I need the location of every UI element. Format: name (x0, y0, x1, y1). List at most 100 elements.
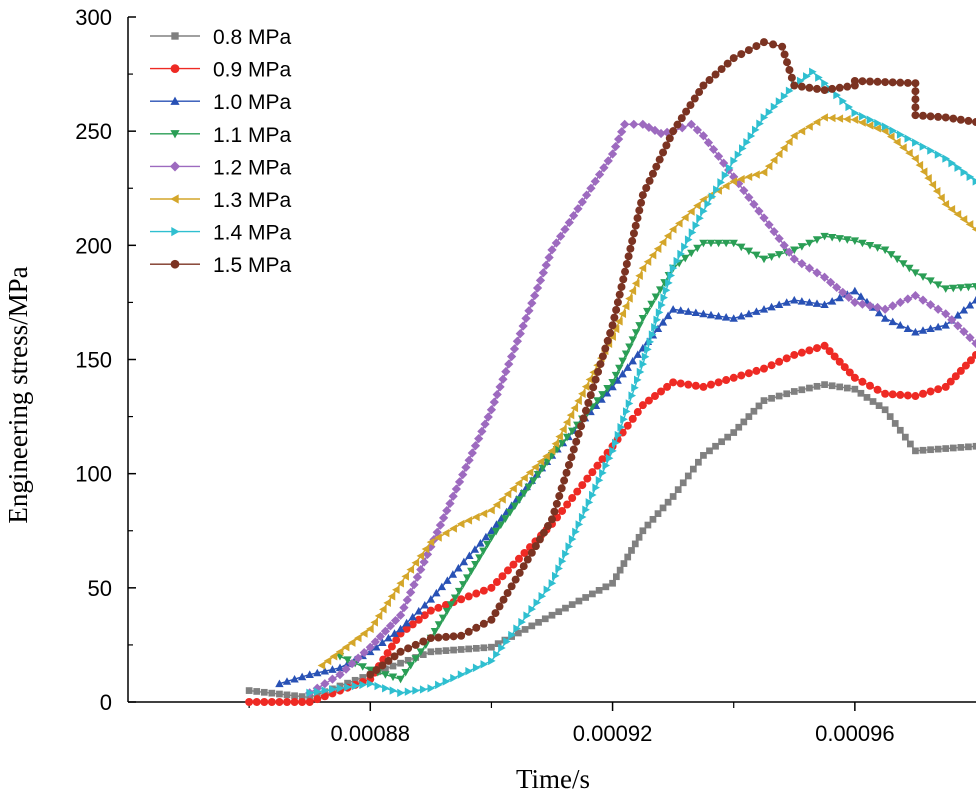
data-point (858, 118, 866, 127)
data-point (347, 659, 357, 669)
data-point (956, 366, 965, 375)
data-point (422, 549, 433, 559)
data-point (562, 604, 569, 612)
data-point (359, 648, 369, 658)
data-point (919, 111, 927, 120)
data-point (790, 131, 798, 140)
data-point (559, 425, 567, 434)
data-point (620, 560, 628, 567)
data-point (767, 361, 776, 370)
data-point (684, 472, 692, 480)
data-point (711, 70, 720, 79)
data-point (926, 387, 935, 396)
data-point (508, 630, 516, 640)
data-point (662, 141, 671, 150)
data-point (404, 644, 413, 653)
data-point (832, 282, 842, 292)
data-point (856, 292, 866, 300)
data-point (662, 286, 671, 295)
data-point (454, 477, 465, 487)
data-point (648, 251, 657, 260)
data-point (911, 111, 920, 120)
data-point (170, 64, 180, 73)
data-point (390, 615, 401, 626)
data-point (528, 604, 537, 614)
data-point (569, 211, 579, 221)
data-point (911, 327, 920, 336)
data-point (730, 429, 738, 436)
data-point (713, 185, 721, 194)
data-point (629, 119, 639, 129)
data-point (562, 468, 571, 477)
data-point (874, 308, 884, 317)
legend-item: 1.4 MPa (150, 222, 292, 245)
data-point (390, 652, 399, 661)
data-point (819, 272, 830, 282)
data-point (663, 231, 672, 241)
data-point (442, 647, 450, 654)
data-point (521, 626, 529, 633)
data-point (523, 611, 531, 620)
data-point (518, 321, 528, 331)
data-point (971, 338, 976, 349)
data-point (608, 332, 616, 341)
legend-item: 1.2 MPa (150, 156, 292, 179)
x-axis-title: Time/s (516, 764, 590, 794)
data-point (918, 326, 928, 334)
data-point (699, 239, 708, 248)
data-point (910, 290, 921, 301)
data-point (960, 168, 969, 177)
data-point (564, 461, 573, 469)
data-point (402, 595, 412, 605)
data-point (729, 373, 738, 382)
data-point (891, 420, 899, 427)
data-point (267, 698, 276, 706)
data-point (812, 299, 822, 307)
data-point (714, 311, 723, 320)
data-point (381, 671, 390, 679)
data-point (705, 76, 714, 85)
data-point (448, 491, 458, 501)
data-point (387, 592, 396, 601)
data-point (926, 324, 935, 333)
data-point (953, 311, 963, 319)
data-point (775, 97, 784, 106)
data-point (344, 682, 352, 692)
data-point (880, 246, 890, 255)
y-tick-label: 300 (75, 5, 112, 30)
legend: 0.8 MPa 0.9 MPa 1.0 MPa 1.1 MPa 1.2 MPa 1.3 M… (150, 26, 292, 277)
data-point (744, 192, 754, 203)
data-point (335, 669, 345, 680)
data-point (835, 357, 844, 366)
data-point (911, 87, 920, 96)
data-point (669, 127, 678, 136)
data-point (729, 172, 739, 182)
data-point (644, 521, 652, 529)
data-point (533, 471, 543, 479)
data-point (492, 520, 501, 528)
data-point (458, 581, 468, 589)
data-point (797, 243, 807, 251)
data-point (654, 510, 662, 517)
data-point (633, 408, 642, 417)
data-point (804, 263, 815, 273)
legend-item: 1.5 MPa (150, 254, 292, 277)
data-point (313, 668, 322, 677)
data-point (648, 330, 657, 339)
data-point (658, 300, 666, 310)
data-point (625, 399, 634, 408)
data-point (524, 483, 533, 492)
data-point (965, 300, 975, 309)
data-point (543, 522, 552, 531)
data-point (297, 672, 307, 681)
data-point (964, 283, 973, 292)
data-point (644, 396, 653, 405)
data-point (535, 535, 544, 544)
data-point (638, 315, 648, 323)
data-point (506, 351, 517, 362)
legend-item: 0.9 MPa (150, 59, 292, 82)
data-point (769, 227, 779, 237)
data-point (406, 565, 415, 574)
data-point (684, 307, 693, 315)
data-point (578, 389, 586, 398)
